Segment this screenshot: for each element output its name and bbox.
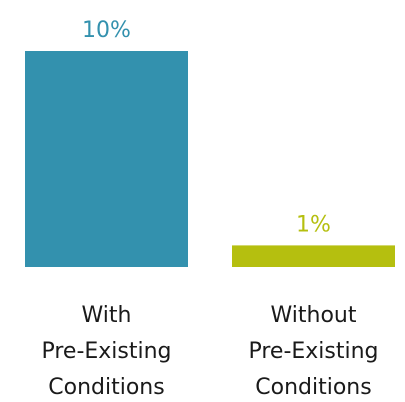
bar-0: [25, 51, 188, 267]
category-label-1-line-0: Without: [271, 303, 357, 328]
category-label-1-line-1: Pre-Existing: [248, 339, 378, 364]
bars-group: [25, 51, 395, 267]
bar-1: [232, 245, 395, 267]
category-labels-group: With Pre-Existing Conditions Without Pre-Exi…: [41, 303, 378, 400]
category-label-0-line-0: With: [82, 303, 132, 328]
category-label-1-line-2: Conditions: [255, 375, 371, 400]
value-labels-group: 10% 1%: [82, 18, 331, 237]
value-label-0: 10%: [82, 18, 131, 43]
category-label-0-line-2: Conditions: [48, 375, 164, 400]
value-label-1: 1%: [296, 212, 331, 237]
category-label-0-line-1: Pre-Existing: [41, 339, 171, 364]
